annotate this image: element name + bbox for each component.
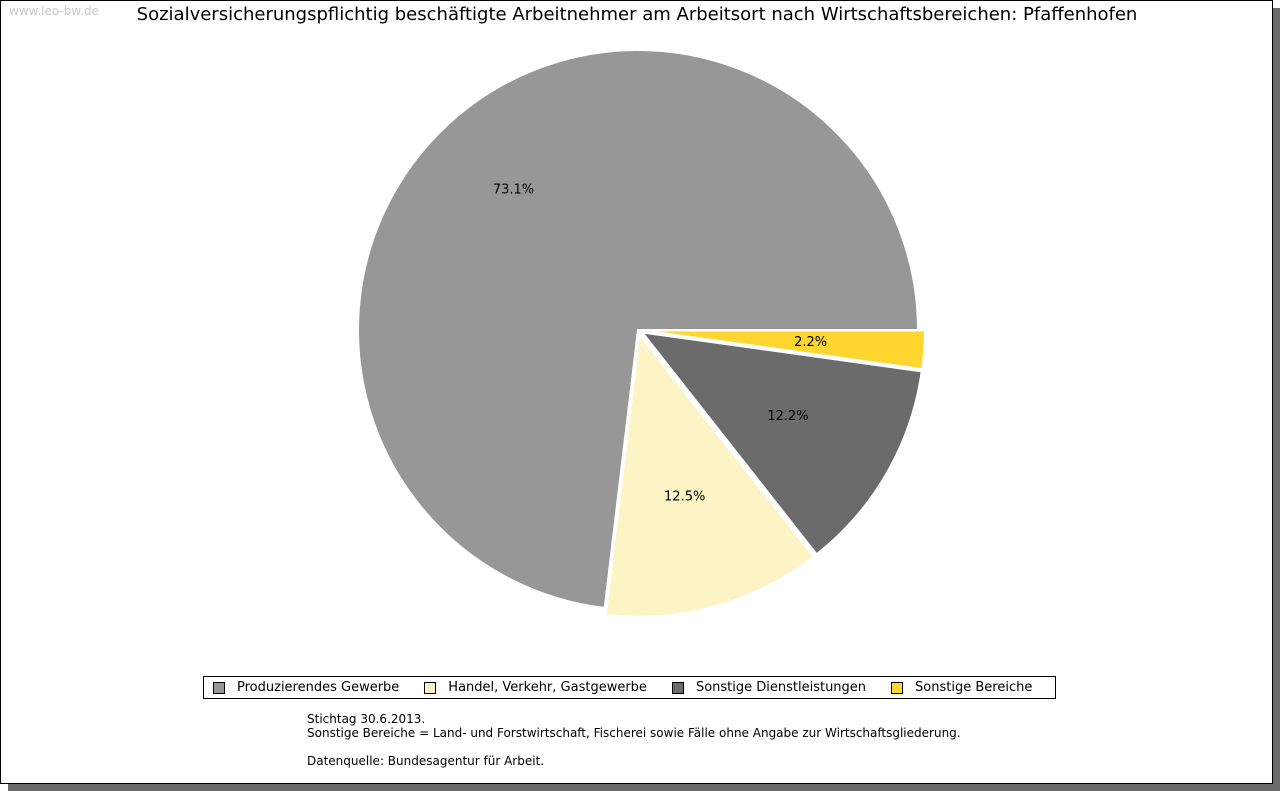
chart-notes: Stichtag 30.6.2013. Sonstige Bereiche = … [307,712,961,768]
chart-title: Sozialversicherungspflichtig beschäftigt… [136,4,1138,25]
pie-slice-produzierendes-gewerbe [357,49,920,610]
pie-data-label: 12.5% [664,490,705,505]
note-sonstige: Sonstige Bereiche = Land- und Forstwirts… [307,726,961,740]
legend-swatch [671,681,684,694]
pie-data-label: 2.2% [794,335,827,350]
legend: Produzierendes Gewerbe Handel, Verkehr, … [203,676,1056,699]
legend-swatch [891,681,904,694]
pie-data-label: 73.1% [493,183,534,198]
legend-item-produzierendes: Produzierendes Gewerbe [213,680,399,695]
legend-swatch [213,681,225,694]
legend-item-sonstige: Sonstige Bereiche [891,680,1032,695]
legend-label: Sonstige Bereiche [915,680,1033,695]
note-datenquelle: Datenquelle: Bundesagentur für Arbeit. [307,754,545,768]
legend-item-dienstleistungen: Sonstige Dienstleistungen [671,680,867,695]
pie-slice-sonstige-bereiche [642,329,926,371]
legend-item-handel: Handel, Verkehr, Gastgewerbe [424,680,647,695]
legend-label: Produzierendes Gewerbe [237,680,400,695]
watermark: www.leo-bw.de [9,4,99,18]
legend-label: Handel, Verkehr, Gastgewerbe [448,680,647,695]
legend-label: Sonstige Dienstleistungen [695,680,867,695]
note-stichtag: Stichtag 30.6.2013. [307,712,426,726]
pie-data-label: 12.2% [767,409,808,424]
pie-slice-sonstige-dienstleistungen [640,331,923,556]
legend-swatch [424,681,437,694]
pie-slice-handel-verkehr-gastgewerbe [604,332,815,618]
